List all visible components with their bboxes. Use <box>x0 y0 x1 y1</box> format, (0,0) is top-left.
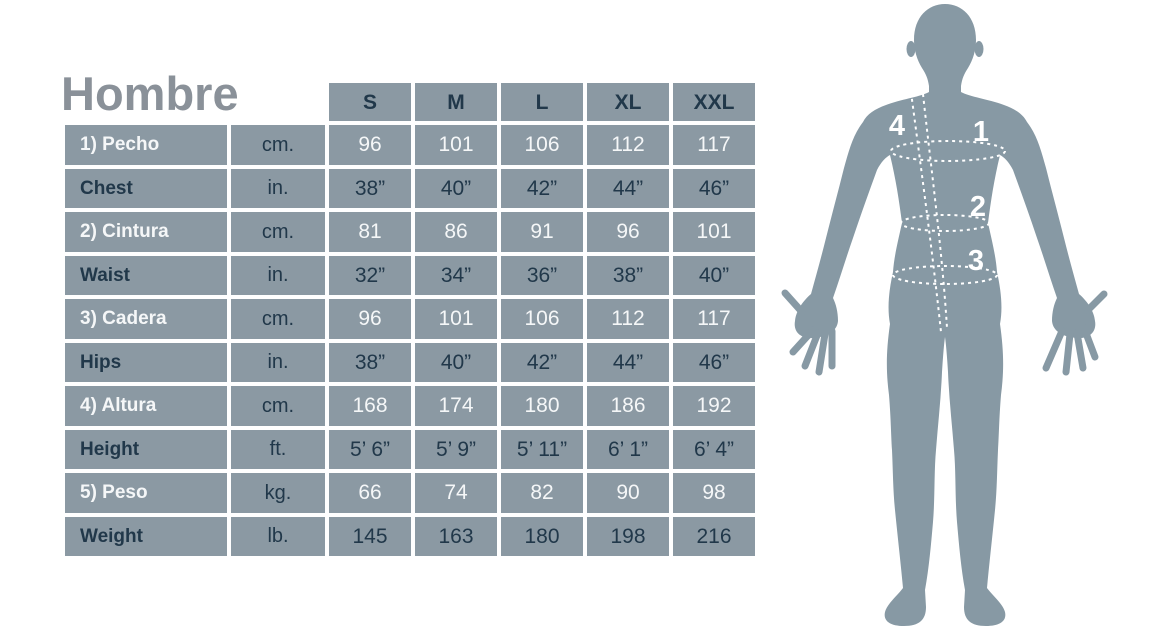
size-column-header: XL <box>587 83 669 121</box>
size-value-cell: 168 <box>329 386 411 426</box>
size-value-cell: 163 <box>415 516 497 556</box>
size-value-cell: 42” <box>501 342 583 382</box>
size-column-header: M <box>415 83 497 121</box>
row-label: Hips <box>65 342 227 382</box>
row-label: 1) Pecho <box>65 125 227 165</box>
size-value-cell: 5’ 6” <box>329 429 411 469</box>
marker-waist: 2 <box>970 191 986 223</box>
height-measure-line <box>922 93 948 329</box>
size-value-cell: 112 <box>587 299 669 339</box>
body-silhouette <box>781 4 1108 626</box>
size-value-cell: 145 <box>329 516 411 556</box>
size-value-cell: 82 <box>501 473 583 513</box>
size-value-cell: 180 <box>501 516 583 556</box>
body-diagram: 4 1 2 3 <box>780 0 1110 630</box>
size-value-cell: 96 <box>329 299 411 339</box>
row-label: Weight <box>65 516 227 556</box>
size-value-cell: 74 <box>415 473 497 513</box>
size-value-cell: 38” <box>329 342 411 382</box>
size-value-cell: 198 <box>587 516 669 556</box>
header-spacer <box>65 83 227 121</box>
size-value-cell: 117 <box>673 125 755 165</box>
row-label: 3) Cadera <box>65 299 227 339</box>
marker-hips: 3 <box>968 245 984 277</box>
marker-chest: 1 <box>973 116 989 148</box>
size-value-cell: 117 <box>673 299 755 339</box>
header-spacer <box>231 83 325 121</box>
left-hand-fingers <box>781 289 836 376</box>
row-unit: cm. <box>231 386 325 426</box>
size-value-cell: 40” <box>673 255 755 295</box>
row-label: 4) Altura <box>65 386 227 426</box>
size-value-cell: 96 <box>329 125 411 165</box>
size-value-cell: 96 <box>587 212 669 252</box>
size-value-cell: 174 <box>415 386 497 426</box>
size-value-cell: 186 <box>587 386 669 426</box>
size-column-header: S <box>329 83 411 121</box>
row-unit: cm. <box>231 125 325 165</box>
size-value-cell: 192 <box>673 386 755 426</box>
size-value-cell: 5’ 11” <box>501 429 583 469</box>
size-value-cell: 5’ 9” <box>415 429 497 469</box>
size-value-cell: 40” <box>415 342 497 382</box>
size-value-cell: 86 <box>415 212 497 252</box>
row-unit: cm. <box>231 212 325 252</box>
size-value-cell: 66 <box>329 473 411 513</box>
size-value-cell: 216 <box>673 516 755 556</box>
size-value-cell: 98 <box>673 473 755 513</box>
size-value-cell: 38” <box>329 168 411 208</box>
size-value-cell: 101 <box>415 299 497 339</box>
right-hand-fingers <box>1042 290 1108 376</box>
size-value-cell: 34” <box>415 255 497 295</box>
size-value-cell: 90 <box>587 473 669 513</box>
row-unit: ft. <box>231 429 325 469</box>
hips-measure-line <box>892 265 998 285</box>
marker-height: 4 <box>889 110 905 142</box>
size-value-cell: 38” <box>587 255 669 295</box>
size-value-cell: 44” <box>587 168 669 208</box>
size-column-header: XXL <box>673 83 755 121</box>
size-value-cell: 44” <box>587 342 669 382</box>
size-value-cell: 32” <box>329 255 411 295</box>
size-value-cell: 40” <box>415 168 497 208</box>
size-value-cell: 180 <box>501 386 583 426</box>
size-table: S M L XL XXL 1) Pecho cm. 96 101 106 112 117 Chest in… <box>65 83 755 556</box>
row-unit: in. <box>231 168 325 208</box>
size-column-header: L <box>501 83 583 121</box>
size-value-cell: 101 <box>673 212 755 252</box>
size-value-cell: 106 <box>501 125 583 165</box>
size-value-cell: 46” <box>673 342 755 382</box>
size-value-cell: 106 <box>501 299 583 339</box>
size-value-cell: 42” <box>501 168 583 208</box>
row-unit: lb. <box>231 516 325 556</box>
row-unit: in. <box>231 342 325 382</box>
size-value-cell: 112 <box>587 125 669 165</box>
size-value-cell: 6’ 4” <box>673 429 755 469</box>
size-value-cell: 81 <box>329 212 411 252</box>
row-unit: kg. <box>231 473 325 513</box>
chest-measure-line <box>890 140 1006 162</box>
row-unit: in. <box>231 255 325 295</box>
size-value-cell: 101 <box>415 125 497 165</box>
waist-measure-line <box>900 214 990 232</box>
page-title: Hombre <box>61 67 239 120</box>
row-label: Chest <box>65 168 227 208</box>
height-measure-line <box>910 91 942 333</box>
size-value-cell: 91 <box>501 212 583 252</box>
row-label: 2) Cintura <box>65 212 227 252</box>
row-unit: cm. <box>231 299 325 339</box>
row-label: Height <box>65 429 227 469</box>
row-label: Waist <box>65 255 227 295</box>
size-value-cell: 6’ 1” <box>587 429 669 469</box>
row-label: 5) Peso <box>65 473 227 513</box>
size-value-cell: 46” <box>673 168 755 208</box>
size-value-cell: 36” <box>501 255 583 295</box>
